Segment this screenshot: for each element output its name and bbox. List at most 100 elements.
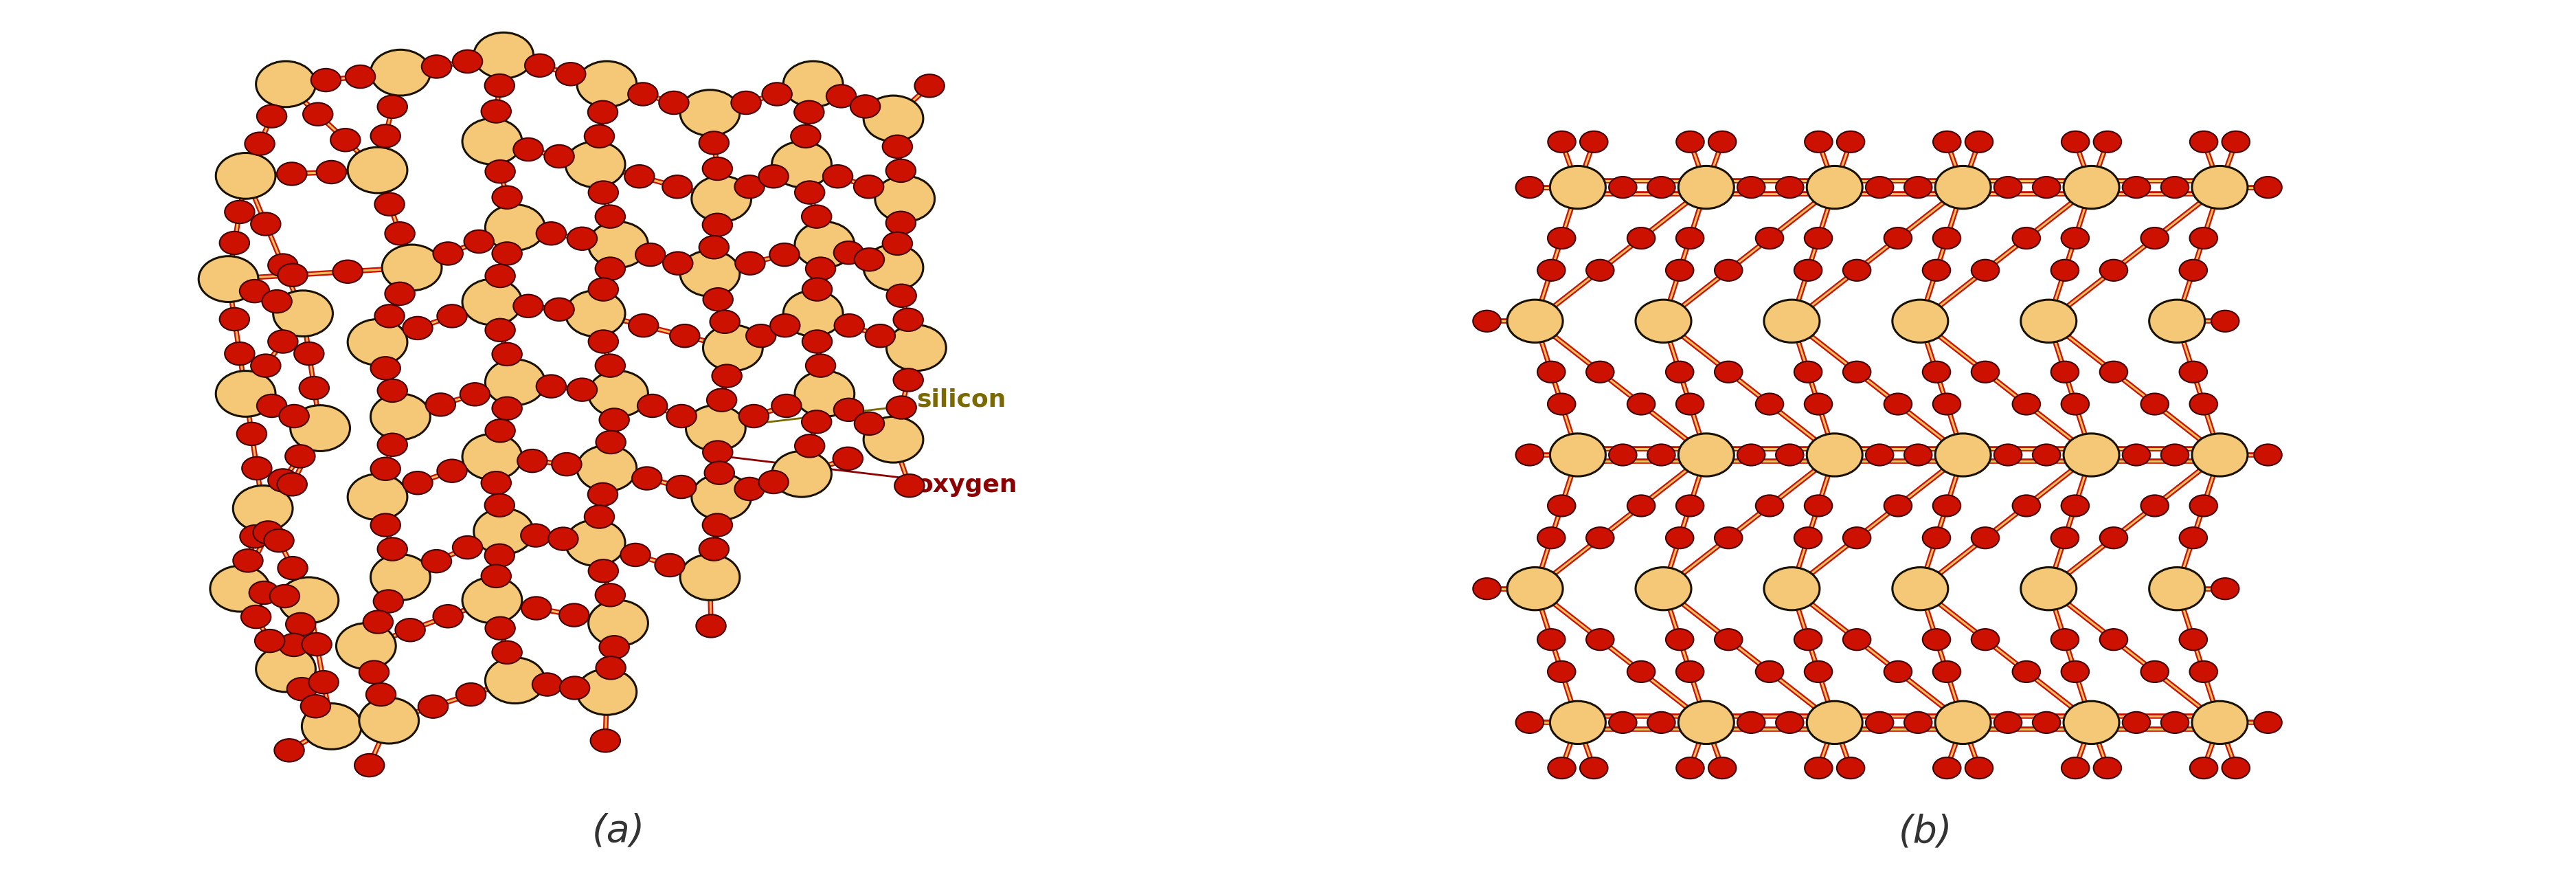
- Ellipse shape: [332, 260, 363, 283]
- Ellipse shape: [1551, 166, 1605, 209]
- Ellipse shape: [301, 633, 332, 656]
- Ellipse shape: [595, 431, 626, 454]
- Ellipse shape: [2050, 361, 2079, 383]
- Ellipse shape: [734, 176, 765, 198]
- Ellipse shape: [827, 85, 855, 108]
- Ellipse shape: [2032, 444, 2061, 466]
- Ellipse shape: [1932, 661, 1960, 682]
- Ellipse shape: [886, 396, 917, 419]
- Ellipse shape: [482, 472, 510, 494]
- Ellipse shape: [2094, 131, 2123, 153]
- Ellipse shape: [587, 222, 649, 268]
- Ellipse shape: [894, 368, 922, 392]
- Ellipse shape: [299, 376, 330, 400]
- Ellipse shape: [1965, 131, 1994, 153]
- Ellipse shape: [711, 365, 742, 387]
- Ellipse shape: [492, 640, 523, 664]
- Ellipse shape: [384, 282, 415, 305]
- Ellipse shape: [1677, 757, 1705, 779]
- Ellipse shape: [587, 483, 618, 506]
- Ellipse shape: [1636, 567, 1692, 610]
- Ellipse shape: [453, 536, 482, 559]
- Ellipse shape: [559, 604, 590, 626]
- Ellipse shape: [783, 291, 842, 336]
- Ellipse shape: [1935, 701, 1991, 744]
- Ellipse shape: [567, 378, 598, 401]
- Ellipse shape: [853, 176, 884, 198]
- Ellipse shape: [1971, 527, 1999, 549]
- Ellipse shape: [1775, 177, 1803, 198]
- Text: oxygen: oxygen: [719, 456, 1018, 497]
- Ellipse shape: [1579, 757, 1607, 779]
- Ellipse shape: [1548, 661, 1577, 682]
- Ellipse shape: [461, 119, 523, 164]
- Ellipse shape: [2141, 393, 2169, 415]
- Ellipse shape: [835, 314, 863, 337]
- Ellipse shape: [371, 458, 399, 480]
- Ellipse shape: [1680, 701, 1734, 744]
- Ellipse shape: [1775, 444, 1803, 466]
- Ellipse shape: [520, 524, 551, 547]
- Ellipse shape: [1932, 393, 1960, 415]
- Ellipse shape: [667, 475, 696, 499]
- Ellipse shape: [484, 657, 546, 704]
- Ellipse shape: [1716, 629, 1741, 650]
- Ellipse shape: [850, 95, 881, 118]
- Ellipse shape: [1793, 361, 1821, 383]
- Ellipse shape: [301, 704, 361, 749]
- Ellipse shape: [631, 467, 662, 490]
- Ellipse shape: [268, 469, 299, 491]
- Ellipse shape: [1765, 300, 1819, 343]
- Ellipse shape: [1883, 227, 1911, 249]
- Ellipse shape: [551, 453, 582, 475]
- Ellipse shape: [273, 291, 332, 336]
- Ellipse shape: [2254, 712, 2282, 733]
- Ellipse shape: [433, 605, 464, 628]
- Ellipse shape: [1538, 260, 1566, 281]
- Ellipse shape: [242, 457, 270, 480]
- Ellipse shape: [1587, 527, 1615, 549]
- Ellipse shape: [685, 405, 744, 451]
- Ellipse shape: [587, 600, 649, 646]
- Ellipse shape: [484, 617, 515, 640]
- Ellipse shape: [1842, 260, 1870, 281]
- Ellipse shape: [2254, 177, 2282, 198]
- Ellipse shape: [1680, 434, 1734, 476]
- Ellipse shape: [711, 310, 739, 334]
- Ellipse shape: [587, 330, 618, 353]
- Ellipse shape: [374, 193, 404, 216]
- Ellipse shape: [425, 393, 456, 417]
- Ellipse shape: [422, 55, 451, 78]
- Ellipse shape: [379, 379, 407, 402]
- Ellipse shape: [1803, 661, 1832, 682]
- Ellipse shape: [263, 529, 294, 552]
- Ellipse shape: [1932, 757, 1960, 779]
- Ellipse shape: [654, 554, 685, 577]
- Ellipse shape: [348, 147, 407, 193]
- Ellipse shape: [1883, 495, 1911, 516]
- Ellipse shape: [198, 256, 258, 302]
- Ellipse shape: [2179, 629, 2208, 650]
- Ellipse shape: [1806, 701, 1862, 744]
- Ellipse shape: [636, 394, 667, 417]
- Ellipse shape: [1548, 227, 1577, 249]
- Ellipse shape: [801, 278, 832, 301]
- Ellipse shape: [2099, 260, 2128, 281]
- Ellipse shape: [278, 264, 307, 286]
- Ellipse shape: [863, 95, 922, 142]
- Ellipse shape: [2190, 661, 2218, 682]
- Ellipse shape: [1865, 177, 1893, 198]
- Ellipse shape: [2210, 310, 2239, 332]
- Ellipse shape: [2148, 300, 2205, 343]
- Ellipse shape: [312, 69, 340, 92]
- Ellipse shape: [1932, 227, 1960, 249]
- Ellipse shape: [822, 165, 853, 188]
- Ellipse shape: [433, 242, 464, 265]
- Ellipse shape: [492, 242, 523, 265]
- Ellipse shape: [806, 257, 835, 280]
- Ellipse shape: [1538, 629, 1566, 650]
- Ellipse shape: [1587, 260, 1615, 281]
- Ellipse shape: [255, 62, 317, 107]
- Ellipse shape: [1806, 434, 1862, 476]
- Ellipse shape: [2123, 177, 2151, 198]
